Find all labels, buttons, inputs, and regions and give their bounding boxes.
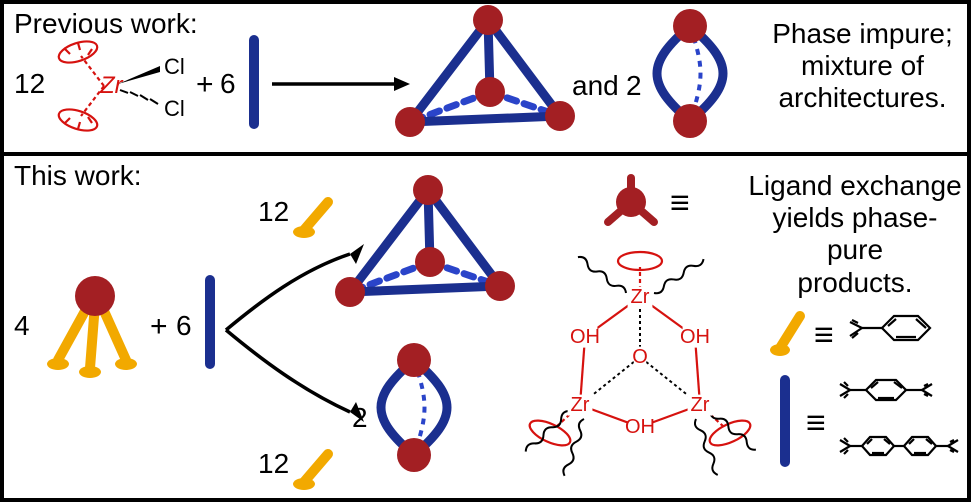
- caption-this: Ligand exchange yields phase-pure produc…: [745, 170, 965, 299]
- linker-bar-bot: [200, 278, 220, 366]
- caption-this-l1: Ligand exchange: [748, 170, 961, 201]
- zrcp2cl2-icon: [48, 34, 198, 144]
- caption-prev-l3: architectures.: [778, 82, 946, 113]
- coef-6-bot: 6: [176, 310, 192, 342]
- arrow-top: [270, 74, 410, 94]
- tetrahedron-bot: [350, 190, 530, 320]
- label-cl2: Cl: [164, 96, 185, 122]
- capped-node-icon: [40, 270, 150, 390]
- caption-previous: Phase impure; mixture of architectures.: [760, 18, 965, 115]
- yellow-ligand-out-a: [294, 192, 344, 242]
- zr-cluster-icon: O Zr Zr Zr OH OH OH: [545, 225, 755, 480]
- label-zr-top: Zr: [100, 72, 123, 100]
- coef-4: 4: [14, 310, 30, 342]
- svg-text:OH: OH: [570, 326, 600, 348]
- equiv-blue: ≡: [806, 404, 826, 443]
- linker-bar-top: [244, 38, 264, 126]
- svg-text:Zr: Zr: [571, 394, 590, 416]
- svg-text:O: O: [632, 346, 648, 368]
- svg-text:OH: OH: [625, 416, 655, 438]
- legend-yellow-icon: [770, 308, 810, 358]
- caption-prev-l2: mixture of: [801, 50, 924, 81]
- equiv-node: ≡: [670, 184, 690, 223]
- label-cl1: Cl: [164, 54, 185, 80]
- svg-text:OH: OH: [680, 326, 710, 348]
- dicarboxylate-icons: [838, 370, 968, 490]
- coef-12-out-a: 12: [258, 196, 289, 228]
- coef-12-out-b: 12: [258, 448, 289, 480]
- benzoate-icon: [848, 306, 966, 356]
- coef-2-top: 2: [626, 70, 642, 102]
- coef-6-top: 6: [220, 68, 236, 100]
- coef-12-top: 12: [14, 68, 45, 100]
- svg-text:Zr: Zr: [691, 394, 710, 416]
- spheroid-top: [650, 26, 740, 146]
- yellow-ligand-out-b: [294, 444, 344, 494]
- tetrahedron-top: [410, 20, 590, 150]
- equiv-yellow: ≡: [814, 316, 834, 355]
- plus-top: +: [196, 68, 214, 102]
- caption-this-l3: products.: [797, 267, 912, 298]
- plus-bot: +: [150, 310, 168, 344]
- label-and: and: [572, 70, 619, 102]
- spheroid-bot: [374, 360, 464, 480]
- caption-this-l2: yields phase-pure: [773, 202, 938, 265]
- svg-text:Zr: Zr: [631, 286, 650, 308]
- legend-blue-icon: [776, 376, 794, 466]
- panel-divider: [4, 152, 967, 156]
- caption-prev-l1: Phase impure;: [772, 18, 953, 49]
- legend-node-icon: [596, 172, 666, 232]
- coef-2-bot: 2: [352, 402, 368, 434]
- header-this: This work:: [14, 160, 142, 192]
